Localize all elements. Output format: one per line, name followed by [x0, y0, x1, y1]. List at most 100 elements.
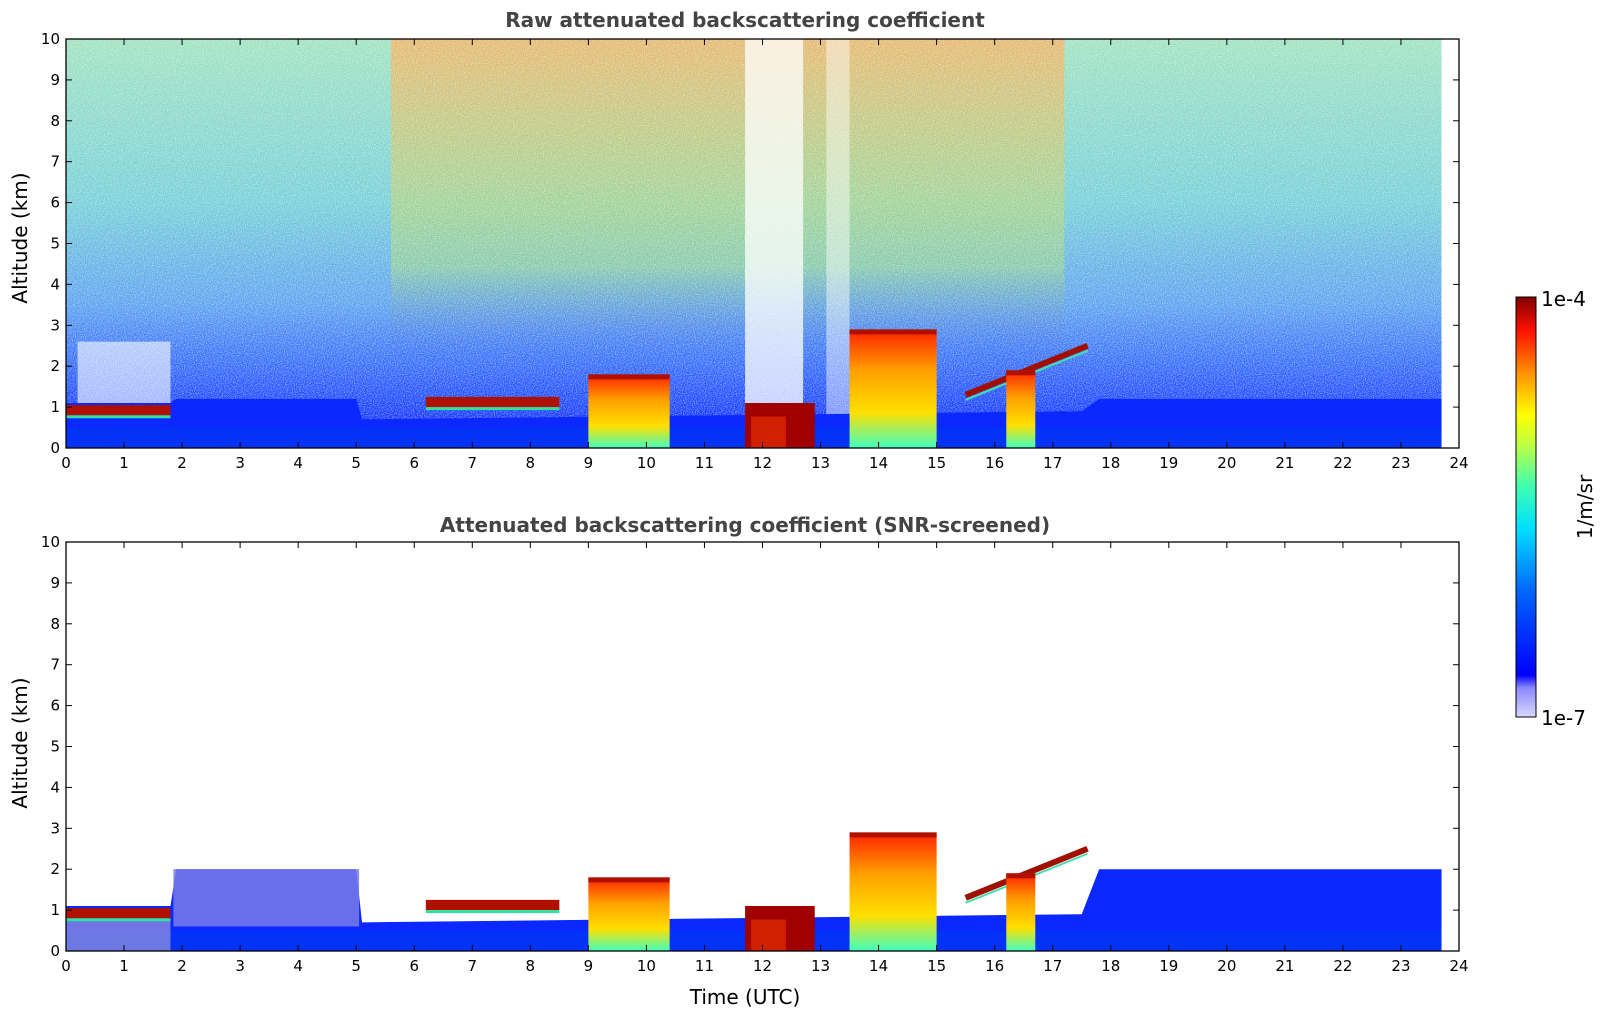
raw-x-tick-label: 0	[61, 454, 71, 472]
raw-x-tick-label: 21	[1275, 454, 1294, 472]
screened-y-tick-label: 9	[50, 574, 60, 592]
raw-x-tick-label: 19	[1159, 454, 1178, 472]
screened-y-tick-label: 8	[50, 615, 60, 633]
screened-x-tick-label: 17	[1043, 957, 1062, 975]
raw-x-tick-label: 14	[869, 454, 888, 472]
raw-x-tick-label: 22	[1333, 454, 1352, 472]
raw-y-tick-label: 5	[50, 235, 60, 253]
time-axis-label: Time (UTC)	[689, 985, 801, 1009]
raw-convective-cloud-top	[849, 329, 937, 335]
screened-y-tick-label: 6	[50, 697, 60, 715]
raw-x-tick-label: 9	[584, 454, 594, 472]
raw-x-tick-label: 15	[927, 454, 946, 472]
screened-x-tick-label: 24	[1449, 957, 1468, 975]
screened-cloud-layer	[66, 908, 171, 919]
raw-x-tick-label: 2	[177, 454, 187, 472]
screened-x-tick-label: 14	[869, 957, 888, 975]
screened-x-tick-label: 7	[468, 957, 478, 975]
screened-x-tick-label: 5	[351, 957, 361, 975]
raw-y-tick-label: 10	[41, 30, 60, 48]
screened-y-tick-label: 1	[50, 901, 60, 919]
screened-convective-cloud-top	[849, 832, 937, 838]
screened-aerosol-lavender	[173, 869, 360, 927]
raw-y-tick-label: 2	[50, 357, 60, 375]
screened-x-tick-label: 8	[526, 957, 536, 975]
screened-x-tick-label: 18	[1101, 957, 1120, 975]
raw-thick-cloud-core	[751, 416, 786, 448]
raw-x-tick-label: 6	[409, 454, 419, 472]
raw-rising-cloud-layer	[964, 342, 1089, 398]
screened-convective-cloud-top	[1006, 873, 1036, 879]
raw-backscatter-panel: Raw attenuated backscattering coefficien…	[8, 8, 1469, 472]
raw-y-tick-label: 8	[50, 112, 60, 130]
raw-y-tick-label: 7	[50, 153, 60, 171]
colorbar-min-label: 1e-7	[1541, 706, 1586, 730]
screened-y-tick-label: 7	[50, 656, 60, 674]
screened-cloud-layer-edge	[66, 918, 171, 922]
screened-x-tick-label: 10	[637, 957, 656, 975]
screened-x-axis: 0 1 2 3 4 5 6 7 8 9 10 11 12 13 14 15 16 17 18 19 20 21 22 23 24	[61, 542, 1469, 975]
raw-x-tick-label: 8	[526, 454, 536, 472]
screened-x-tick-label: 16	[985, 957, 1004, 975]
screened-y-tick-label: 4	[50, 778, 60, 796]
raw-x-tick-label: 23	[1391, 454, 1410, 472]
raw-y-tick-label: 9	[50, 71, 60, 89]
screened-panel-title: Attenuated backscattering coefficient (S…	[440, 513, 1050, 537]
raw-y-tick-label: 3	[50, 316, 60, 334]
screened-x-tick-label: 1	[119, 957, 129, 975]
screened-y-tick-label: 10	[41, 533, 60, 551]
screened-backscatter-panel: Attenuated backscattering coefficient (S…	[8, 513, 1469, 1009]
screened-thick-cloud-core	[751, 919, 786, 951]
screened-x-tick-label: 22	[1333, 957, 1352, 975]
raw-x-tick-label: 18	[1101, 454, 1120, 472]
raw-panel-title: Raw attenuated backscattering coefficien…	[505, 8, 985, 32]
raw-x-tick-label: 1	[119, 454, 129, 472]
screened-cloud-layer	[425, 899, 560, 911]
raw-cloud-layer-edge	[425, 407, 560, 411]
screened-x-tick-label: 19	[1159, 957, 1178, 975]
raw-low-signal-gap	[745, 39, 804, 448]
raw-y-axis: 0 1 2 3 4 5 6 7 8 9 10	[41, 30, 1459, 457]
raw-low-signal-patch	[77, 341, 171, 404]
colorbar-unit-label: 1/m/sr	[1573, 474, 1597, 539]
screened-convective-cloud-top	[588, 877, 670, 883]
raw-cloud-layer	[425, 396, 560, 408]
raw-x-tick-label: 24	[1449, 454, 1468, 472]
screened-no-data-region	[1441, 542, 1459, 951]
raw-y-tick-label: 6	[50, 194, 60, 212]
raw-cloud-layer-edge	[66, 415, 171, 419]
screened-cloud-layer-edge	[425, 910, 560, 914]
screened-convective-cloud	[588, 877, 670, 951]
raw-y-tick-label: 4	[50, 275, 60, 293]
screened-y-tick-label: 2	[50, 860, 60, 878]
raw-x-tick-label: 3	[235, 454, 245, 472]
raw-x-tick-label: 4	[293, 454, 303, 472]
raw-y-tick-label: 0	[50, 439, 60, 457]
raw-x-tick-label: 16	[985, 454, 1004, 472]
screened-x-tick-label: 21	[1275, 957, 1294, 975]
screened-y-tick-label: 0	[50, 942, 60, 960]
screened-x-tick-label: 23	[1391, 957, 1410, 975]
raw-x-tick-label: 10	[637, 454, 656, 472]
raw-heatmap	[66, 39, 1459, 448]
raw-x-tick-label: 11	[695, 454, 714, 472]
screened-x-tick-label: 20	[1217, 957, 1236, 975]
screened-y-axis: 0 1 2 3 4 5 6 7 8 9 10	[41, 533, 1459, 960]
screened-aerosol-lavender	[66, 918, 171, 951]
raw-x-tick-label: 20	[1217, 454, 1236, 472]
raw-x-axis: 0 1 2 3 4 5 6 7 8 9 10 11 12 13 14 15 16 17 18 19 20 21 22 23 24	[61, 39, 1469, 472]
screened-heatmap	[66, 542, 1459, 951]
colorbar-gradient	[1515, 296, 1537, 718]
screened-x-tick-label: 12	[753, 957, 772, 975]
screened-y-axis-label: Altitude (km)	[8, 677, 32, 808]
raw-low-signal-gap	[826, 39, 850, 448]
screened-x-tick-label: 15	[927, 957, 946, 975]
screened-convective-cloud	[849, 832, 937, 951]
raw-convective-cloud	[588, 374, 670, 448]
raw-x-tick-label: 17	[1043, 454, 1062, 472]
screened-x-tick-label: 2	[177, 957, 187, 975]
raw-x-tick-label: 12	[753, 454, 772, 472]
raw-no-data-region	[1441, 39, 1459, 448]
screened-y-tick-label: 3	[50, 819, 60, 837]
